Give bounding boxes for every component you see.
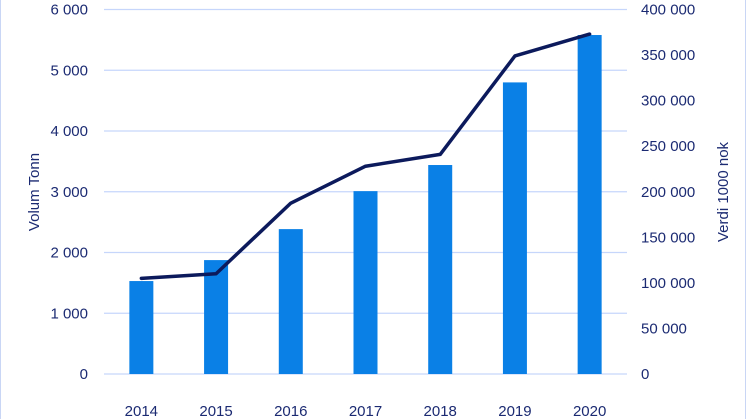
y2-tick-label: 50 000 xyxy=(641,320,687,337)
bar xyxy=(204,260,229,374)
x-tick-label: 2017 xyxy=(349,403,382,419)
bar xyxy=(278,229,303,374)
y-tick-label: 2 000 xyxy=(50,245,88,262)
bar xyxy=(502,82,527,375)
x-tick-label: 2015 xyxy=(199,403,232,419)
y-tick-label: 4 000 xyxy=(50,123,88,140)
bar xyxy=(428,165,453,374)
y2-tick-label: 400 000 xyxy=(641,2,695,19)
y2-tick-label: 300 000 xyxy=(641,93,695,110)
bar xyxy=(353,191,378,374)
y2-tick-label: 350 000 xyxy=(641,47,695,64)
y2-tick-label: 250 000 xyxy=(641,138,695,155)
y-tick-label: 0 xyxy=(80,366,88,383)
y-axis-label: Volum Tonn xyxy=(26,153,43,231)
y-tick-label: 5 000 xyxy=(50,62,88,79)
y2-tick-label: 200 000 xyxy=(641,184,695,201)
x-tick-label: 2018 xyxy=(424,403,457,419)
bar xyxy=(577,35,602,374)
x-tick-label: 2019 xyxy=(498,403,531,419)
y2-axis-label: Verdi 1000 nok xyxy=(715,141,732,242)
y-tick-label: 6 000 xyxy=(50,2,88,19)
y2-tick-label: 0 xyxy=(641,366,649,383)
x-tick-label: 2020 xyxy=(573,403,606,419)
y-tick-label: 1 000 xyxy=(50,305,88,322)
x-tick-label: 2016 xyxy=(274,403,307,419)
x-tick-label: 2014 xyxy=(125,403,158,419)
y2-tick-label: 150 000 xyxy=(641,229,695,246)
y2-tick-label: 100 000 xyxy=(641,275,695,292)
y-tick-label: 3 000 xyxy=(50,184,88,201)
bar xyxy=(129,281,154,374)
